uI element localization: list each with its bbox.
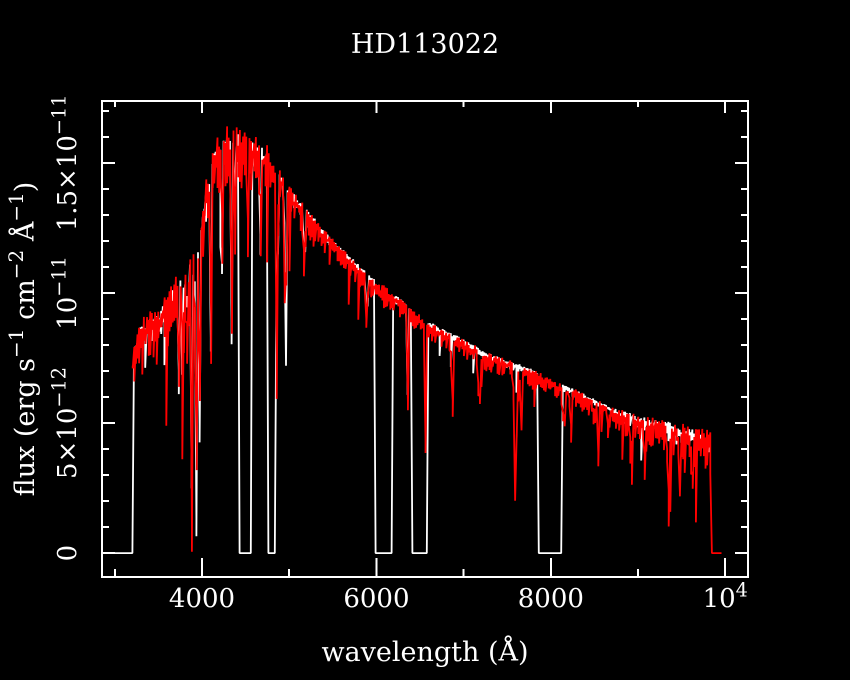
y-tick-label: 5×10−12 xyxy=(48,367,83,479)
x-tick-label: 4000 xyxy=(169,584,235,614)
y-tick-label: 10−11 xyxy=(48,256,83,330)
x-axis-label: wavelength (Å) xyxy=(321,635,528,668)
y-tick-label: 0 xyxy=(53,545,83,562)
x-tick-label: 104 xyxy=(703,579,748,614)
plot-frame xyxy=(101,100,749,578)
y-tick-label: 1.5×10−11 xyxy=(48,94,83,231)
y-axis-label: flux (erg s−1 cm−2 Å−1) xyxy=(4,182,41,497)
observed-spectrum-line xyxy=(131,126,722,554)
x-tick-label: 8000 xyxy=(518,584,584,614)
plot-title: HD113022 xyxy=(351,29,499,60)
x-tick-label: 6000 xyxy=(343,584,409,614)
axis-labels: HD113022 4000 6000 8000 104 0 5×10−12 10−11 1.5×… xyxy=(4,29,748,668)
axes xyxy=(101,100,749,578)
axis-ticks xyxy=(102,101,748,577)
